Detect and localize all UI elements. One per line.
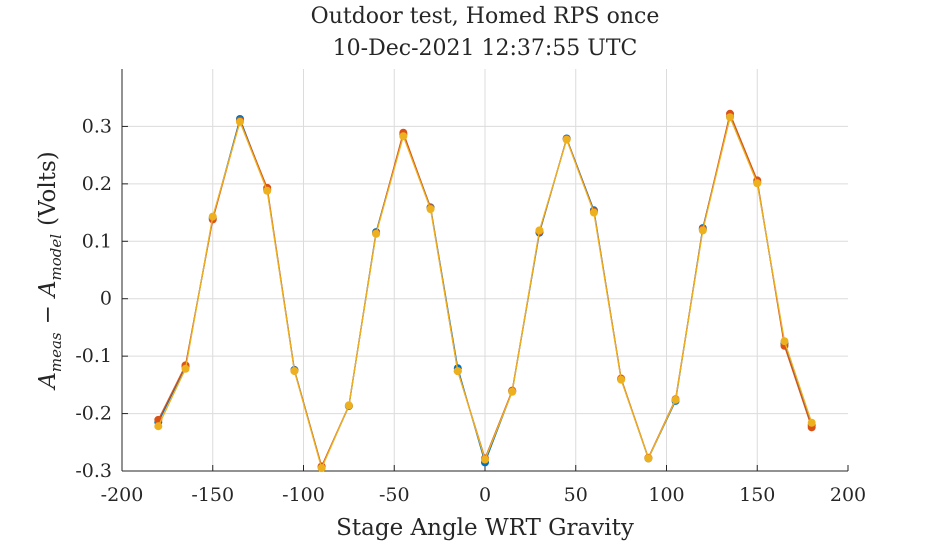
data-point (344, 401, 353, 410)
y-tick-label: 0.3 (82, 115, 112, 137)
y-tick-label: -0.1 (75, 345, 112, 367)
data-point (317, 464, 326, 473)
y-tick-label: 0 (100, 288, 112, 310)
data-point (481, 455, 489, 464)
x-tick-label: -200 (101, 484, 144, 506)
x-tick-label: -100 (282, 484, 325, 506)
grid-lines (122, 69, 848, 471)
data-point (726, 113, 735, 122)
y-tick-label: 0.2 (82, 173, 112, 195)
x-tick-label: 0 (479, 484, 491, 506)
y-tick-label: 0.1 (82, 230, 112, 252)
x-tick-label: -150 (191, 484, 234, 506)
series-3 (154, 113, 816, 473)
data-point (426, 205, 435, 214)
x-tick-label: -50 (379, 484, 410, 506)
data-point (671, 395, 680, 404)
x-tick-label: 200 (830, 484, 866, 506)
data-point (399, 132, 408, 141)
x-tick-label: 50 (564, 484, 588, 506)
x-tick-label: 150 (739, 484, 775, 506)
data-point (780, 337, 789, 346)
data-point (698, 226, 707, 235)
data-series (154, 109, 816, 473)
data-point (235, 117, 244, 126)
axes (121, 69, 849, 472)
data-point (263, 186, 272, 195)
y-axis-label: Ameas − Amodel (Volts) (35, 151, 65, 391)
data-point (589, 208, 598, 217)
y-label-unit: (Volts) (35, 151, 61, 226)
data-point (753, 179, 762, 188)
x-axis-label: Stage Angle WRT Gravity (336, 515, 634, 541)
data-point (453, 367, 462, 376)
y-label-sub2: model (47, 234, 65, 281)
data-point (535, 226, 544, 235)
data-point (372, 229, 381, 238)
data-point (181, 364, 190, 373)
data-point (208, 212, 217, 221)
data-point (617, 375, 626, 384)
y-tick-label: -0.2 (75, 403, 112, 425)
data-point (807, 418, 816, 427)
data-point (290, 367, 299, 376)
y-label-minus: − (35, 305, 61, 324)
chart-title-line-1: Outdoor test, Homed RPS once (311, 4, 660, 29)
y-tick-label: -0.3 (75, 460, 112, 482)
data-point (644, 454, 653, 463)
tick-labels: -200 -150 -100 -50 0 50 100 150 200 -0.3 -0.2 -0.1 0… (75, 115, 866, 506)
data-point (508, 387, 517, 396)
x-tick-label: 100 (648, 484, 684, 506)
data-point (154, 422, 163, 431)
chart-title-line-2: 10-Dec-2021 12:37:55 UTC (333, 36, 638, 61)
y-label-a2: A (35, 280, 61, 299)
y-label-sub1: meas (47, 332, 65, 372)
y-label-a1: A (35, 372, 61, 391)
data-point (562, 135, 571, 144)
